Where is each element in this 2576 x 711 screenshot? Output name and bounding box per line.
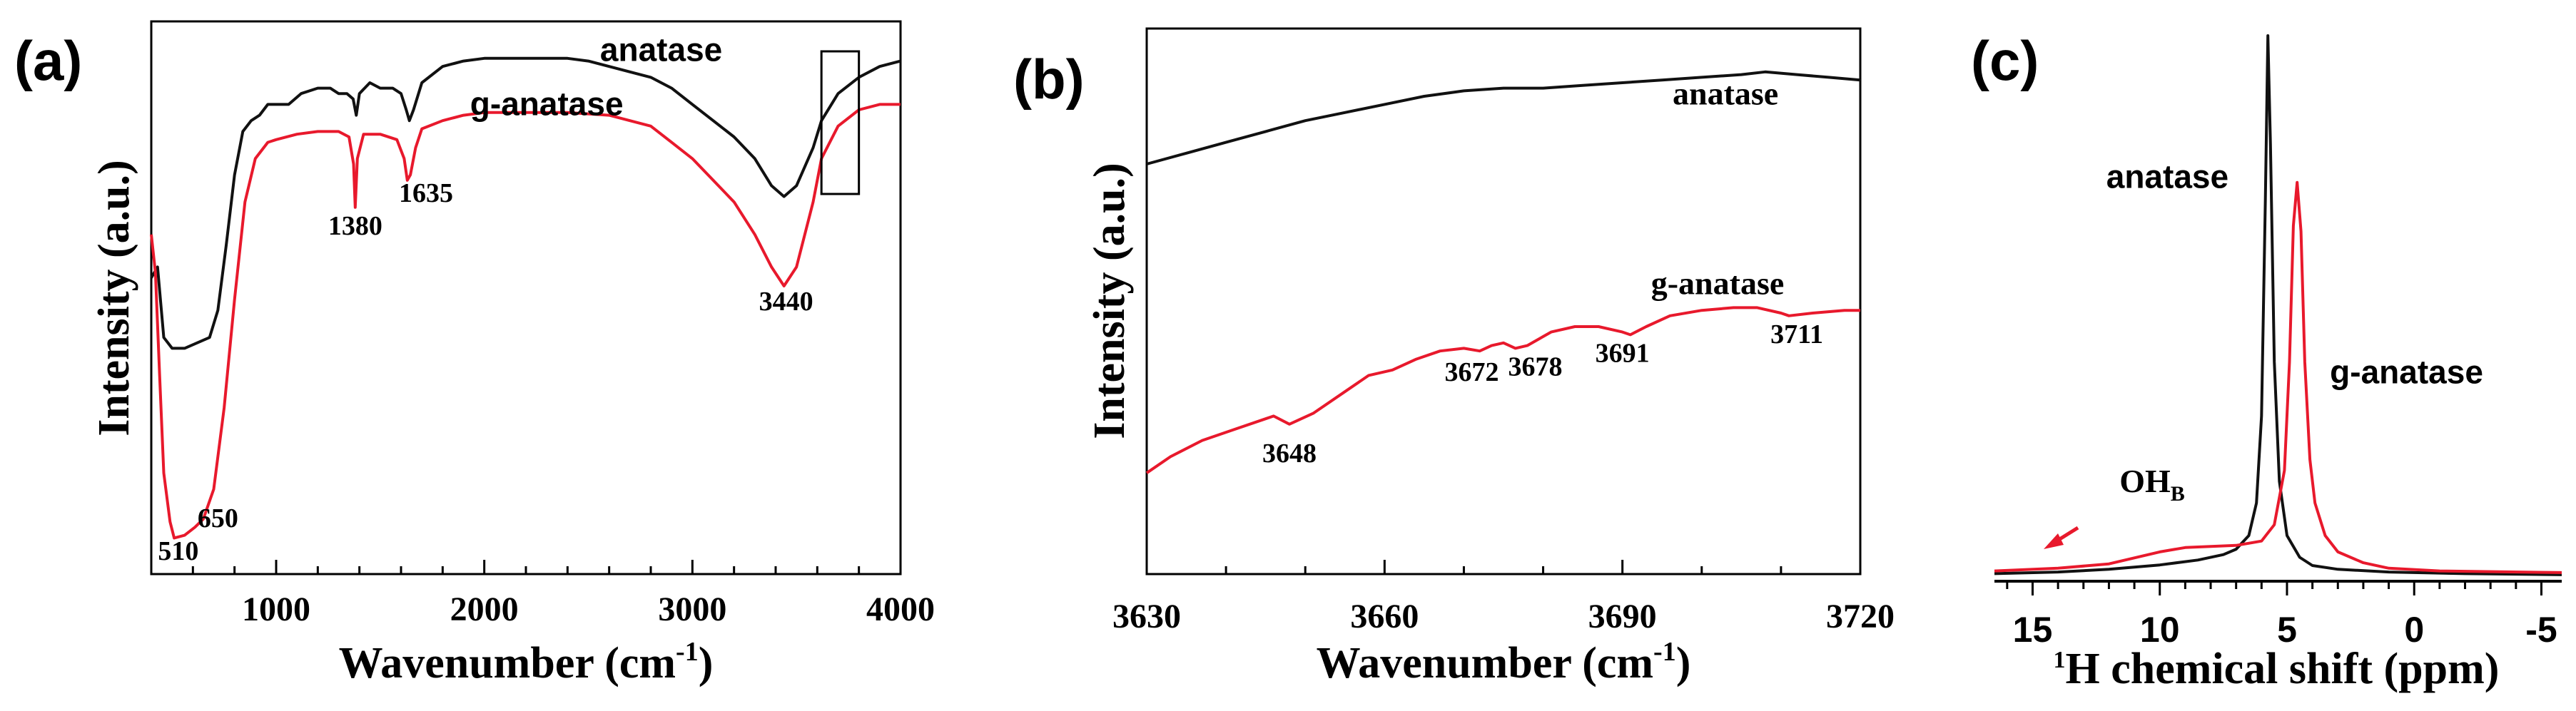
peak-label: 3691 [1596, 338, 1650, 368]
series-label: g-anatase [470, 86, 624, 123]
panel-c-series [1994, 34, 2562, 576]
peak-label: 1635 [399, 178, 453, 208]
series-label: anatase [600, 31, 722, 68]
peak-label: 3711 [1770, 319, 1823, 349]
panel-a-x-axis-title: Wavenumber (cm-1) [339, 637, 714, 687]
panel-a: (a) 1000 2000 3000 4000 anatase g-anatase 138… [14, 20, 935, 687]
series-line-g-anatase [1994, 180, 2562, 574]
panel-a-ticks: 1000 2000 3000 4000 [150, 560, 935, 628]
series-line-anatase [150, 56, 901, 350]
series-label: g-anatase [1651, 265, 1785, 301]
panel-b-plot-frame [1145, 27, 1862, 576]
x-tick-label: 3720 [1826, 598, 1895, 635]
panel-a-y-axis-title: Intensity (a.u.) [90, 160, 138, 436]
panel-c-annotations: anatase g-anatase OHB [2106, 158, 2483, 506]
panel-b-ticks: 3630 3660 3690 3720 [1112, 560, 1895, 635]
series-label: anatase [2106, 158, 2228, 195]
panel-a-xlabel-sup: -1 [676, 637, 699, 667]
peak-label: 3672 [1445, 357, 1499, 387]
series-line-g-anatase [150, 103, 901, 540]
panel-a-zoom-box [820, 50, 861, 195]
peak-label: 510 [158, 536, 198, 566]
x-tick-label: 10 [2140, 610, 2180, 650]
panel-c-xlabel-pre: 1 [2054, 647, 2066, 673]
panel-c-ticks: 15 10 5 0 -5 [2006, 581, 2557, 650]
x-tick-label: 2000 [450, 590, 519, 628]
panel-b-xlabel-tail: ) [1676, 639, 1691, 687]
peak-label: 650 [198, 503, 238, 533]
x-tick-label: 5 [2277, 610, 2297, 650]
oh-b-label: OHB [2119, 463, 2185, 506]
panel-a-label: (a) [14, 29, 82, 92]
x-tick-label: 15 [2013, 610, 2053, 650]
panel-c-oh-arrow-head [2044, 533, 2064, 549]
panel-c-label: (c) [1971, 29, 2039, 92]
panel-b-annotations: anatase g-anatase 3648 3672 3678 3691 3711 [1262, 75, 1823, 469]
series-label: anatase [1673, 75, 1778, 111]
x-tick-label: 3630 [1112, 598, 1181, 635]
x-tick-label: 3000 [658, 590, 726, 628]
peak-label: 3648 [1262, 439, 1317, 469]
x-tick-label: 0 [2404, 610, 2424, 650]
panel-a-series [150, 56, 901, 540]
panel-b-x-axis-title: Wavenumber (cm-1) [1317, 637, 1691, 687]
panel-b-series [1145, 70, 1861, 474]
x-tick-label: 4000 [866, 590, 935, 628]
series-line-g-anatase [1145, 306, 1860, 474]
panel-a-xlabel-tail: ) [699, 639, 714, 687]
panel-b-xlabel-sup: -1 [1653, 637, 1676, 667]
x-tick-label: 3660 [1350, 598, 1419, 635]
panel-c-x-axis-title: 1H chemical shift (ppm) [2054, 645, 2500, 693]
panel-b-y-axis-title: Intensity (a.u.) [1085, 163, 1134, 439]
panel-a-xlabel-main: Wavenumber (cm [339, 639, 676, 687]
oh-b-subscript: B [2171, 482, 2185, 506]
x-tick-label: 3690 [1588, 598, 1657, 635]
panel-b-xlabel-main: Wavenumber (cm [1317, 639, 1653, 687]
panel-c: (c) 15 10 5 0 -5 anatase g-anatase OHB 1H chem… [1971, 29, 2562, 693]
peak-label: 3440 [759, 287, 813, 317]
series-line-anatase [1146, 70, 1861, 165]
panel-b-label: (b) [1013, 48, 1085, 111]
panel-b: (b) 3630 3660 3690 3720 anatase g-anatase 364… [1013, 27, 1895, 687]
series-label: g-anatase [2330, 354, 2483, 391]
panel-c-xlabel-main: H chemical shift (ppm) [2066, 645, 2500, 693]
series-line-anatase [1994, 34, 2562, 576]
x-tick-label: 1000 [242, 590, 310, 628]
x-tick-label: -5 [2525, 610, 2557, 650]
peak-label: 3678 [1508, 352, 1562, 382]
peak-label: 1380 [328, 211, 382, 241]
